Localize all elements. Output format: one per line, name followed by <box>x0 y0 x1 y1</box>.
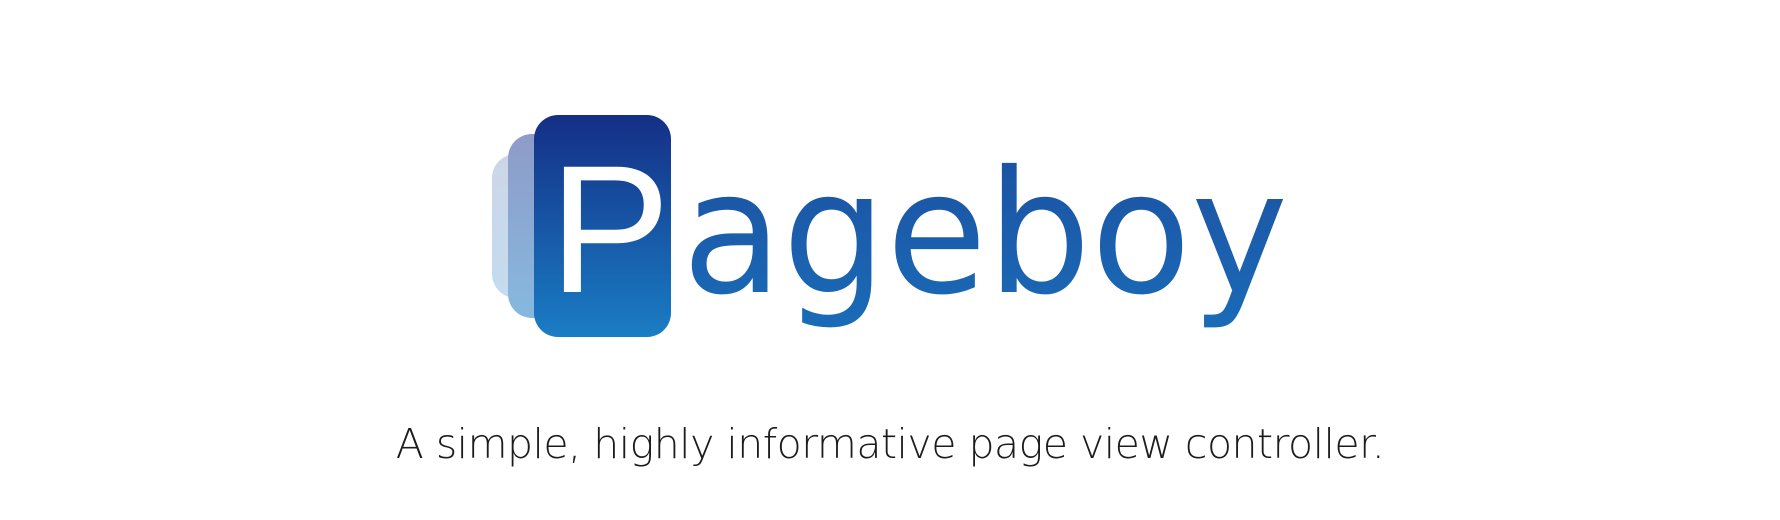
front-page <box>534 115 671 337</box>
logo-wordmark: ageboy <box>682 135 1288 333</box>
logo-initial: P <box>549 127 670 331</box>
tagline: A simple, highly informative page view c… <box>395 420 1385 468</box>
pageboy-logo: P ageboy <box>492 115 1288 337</box>
